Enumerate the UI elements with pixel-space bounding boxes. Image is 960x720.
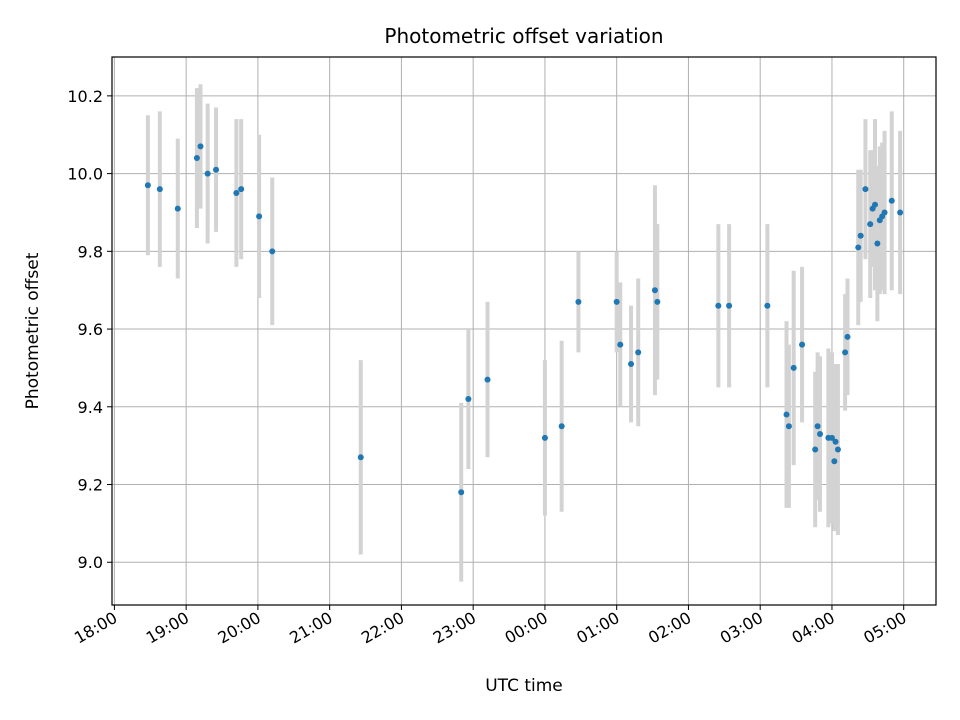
data-point (541, 434, 548, 441)
x-tick-label: 04:00 (789, 608, 838, 648)
y-tick-label: 9.2 (78, 476, 103, 495)
data-point (842, 349, 849, 356)
data-point (785, 423, 792, 430)
data-point (828, 434, 835, 441)
x-tick-label: 20:00 (214, 608, 263, 648)
data-point (812, 446, 819, 453)
data-point (204, 170, 211, 177)
data-point (174, 205, 181, 212)
data-point (558, 423, 565, 430)
x-tick-label: 03:00 (717, 608, 766, 648)
x-tick-label: 22:00 (358, 608, 407, 648)
data-point (213, 166, 220, 173)
data-point (874, 240, 881, 247)
data-point (256, 213, 263, 220)
data-point (764, 302, 771, 309)
x-tick-label: 21:00 (286, 608, 335, 648)
data-points (144, 143, 904, 496)
data-point (156, 186, 163, 193)
x-tick-label: 01:00 (573, 608, 622, 648)
data-point (458, 489, 465, 496)
x-tick-label: 02:00 (645, 608, 694, 648)
data-point (783, 411, 790, 418)
data-point (269, 248, 276, 255)
data-point (726, 302, 733, 309)
data-point (635, 349, 642, 356)
data-point (832, 438, 839, 445)
x-tick-label: 19:00 (143, 608, 192, 648)
data-point (613, 298, 620, 305)
data-point (857, 232, 864, 239)
data-point (193, 155, 200, 162)
data-point (651, 287, 658, 294)
y-axis-label: Photometric offset (23, 252, 43, 409)
data-point (484, 376, 491, 383)
y-tick-label: 9.6 (78, 320, 103, 339)
data-point (834, 446, 841, 453)
data-point (881, 209, 888, 216)
grid (112, 57, 936, 605)
data-point (799, 341, 806, 348)
x-tick-label: 23:00 (430, 608, 479, 648)
data-point (844, 333, 851, 340)
data-point (144, 182, 151, 189)
data-point (790, 364, 797, 371)
y-axis-ticks: 9.0 9.2 9.4 9.6 9.8 10.0 10.2 (67, 87, 112, 572)
x-tick-label: 18:00 (71, 608, 120, 648)
data-point (715, 302, 722, 309)
y-tick-label: 9.0 (78, 553, 103, 572)
data-point (816, 430, 823, 437)
data-point (238, 186, 245, 193)
y-tick-label: 10.2 (67, 87, 103, 106)
data-point (867, 221, 874, 228)
y-tick-label: 9.4 (78, 398, 103, 417)
data-point (357, 454, 364, 461)
data-point (897, 209, 904, 216)
data-point (628, 361, 635, 368)
data-point (862, 186, 869, 193)
errorbars (145, 84, 903, 582)
y-tick-label: 9.8 (78, 242, 103, 261)
data-point (855, 244, 862, 251)
data-point (888, 197, 895, 204)
x-tick-label: 05:00 (860, 608, 909, 648)
x-tick-label: 00:00 (501, 608, 550, 648)
x-axis-ticks: 18:00 19:00 20:00 21:00 22:00 23:00 00:00 01:00… (71, 605, 910, 648)
data-point (654, 298, 661, 305)
x-axis-label: UTC time (485, 676, 563, 696)
data-point (197, 143, 204, 150)
data-point (233, 190, 240, 197)
chart-title: Photometric offset variation (384, 24, 663, 48)
data-point (814, 423, 821, 430)
y-tick-label: 10.0 (67, 165, 103, 184)
data-point (831, 458, 838, 465)
data-point (617, 341, 624, 348)
plot-frame (111, 56, 937, 606)
data-point (575, 298, 582, 305)
data-point (465, 396, 472, 403)
data-point (872, 201, 879, 208)
